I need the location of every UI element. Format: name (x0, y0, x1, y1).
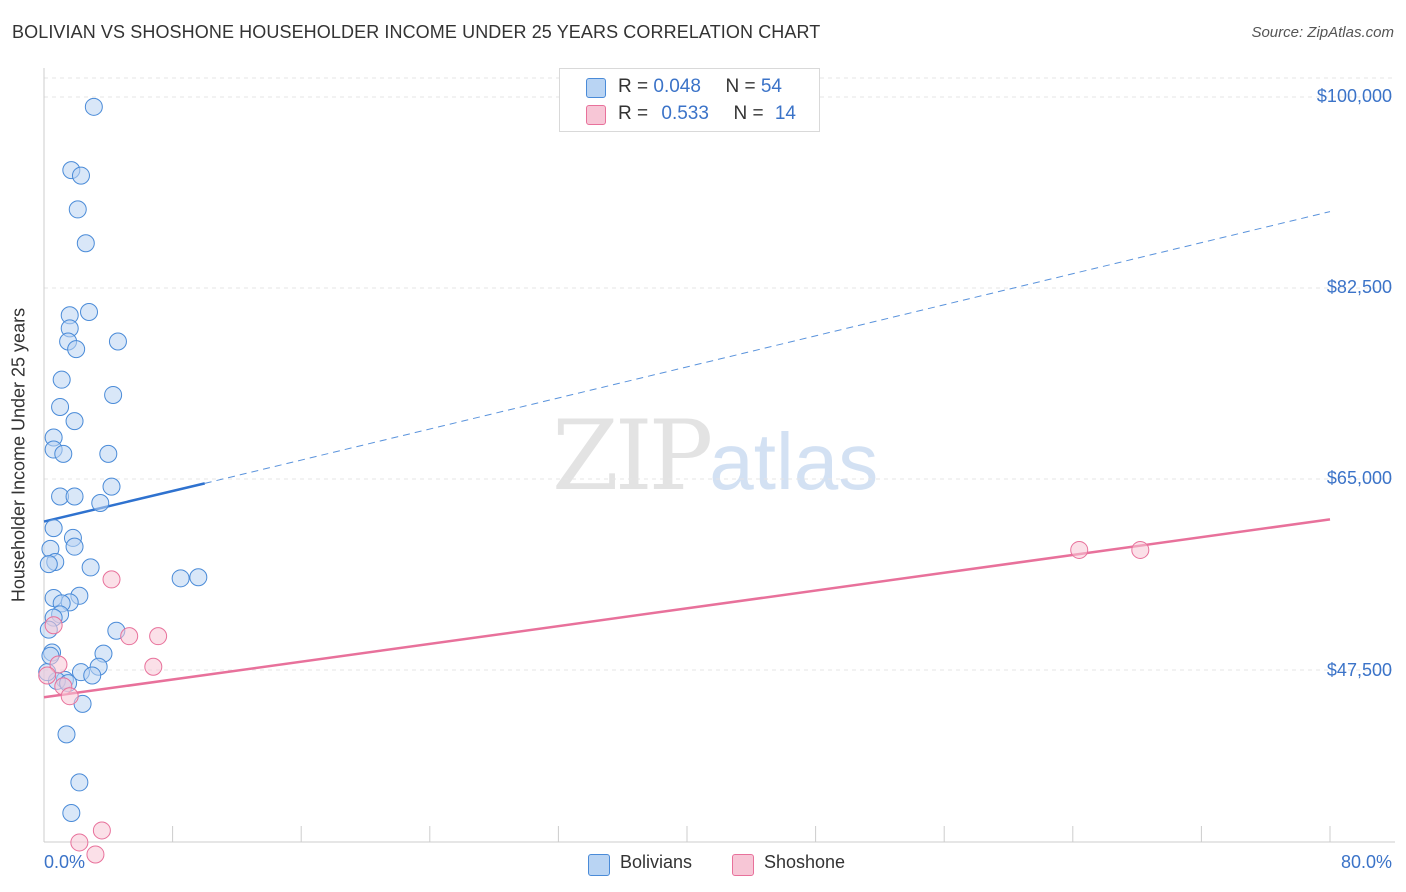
point-bolivians (54, 444, 73, 463)
point-bolivians (68, 200, 87, 219)
legend-n-value: 14 (774, 103, 796, 124)
legend-text-shoshone: R = 0.533 N = 14 (618, 103, 796, 125)
point-bolivians (62, 803, 81, 822)
point-shoshone (92, 821, 111, 840)
point-shoshone (120, 627, 139, 646)
bottom-legend-swatch-pink (732, 854, 754, 876)
point-shoshone (38, 666, 57, 685)
point-bolivians (104, 385, 123, 404)
point-bolivians (57, 725, 76, 744)
point-shoshone (70, 833, 89, 852)
x-tick-label-min: 0.0% (44, 852, 86, 872)
point-bolivians (70, 773, 89, 792)
legend-r-label: R = (618, 103, 654, 124)
legend-swatch-blue (586, 78, 606, 98)
legend-n-label: N = (725, 76, 761, 97)
legend-r-value: 0.048 (653, 76, 701, 97)
legend-text-bolivians: R = 0.048 N = 54 (618, 76, 782, 98)
point-bolivians (67, 340, 86, 359)
bottom-legend-swatch-blue (588, 854, 610, 876)
point-bolivians (76, 234, 95, 253)
point-bolivians (81, 558, 100, 577)
point-bolivians (51, 397, 70, 416)
point-shoshone (149, 627, 168, 646)
point-bolivians (84, 97, 103, 116)
y-axis-label: Householder Income Under 25 years (8, 307, 29, 603)
point-bolivians (80, 303, 99, 322)
point-bolivians (65, 487, 84, 506)
point-shoshone (1131, 540, 1150, 559)
point-bolivians (99, 444, 118, 463)
point-bolivians (171, 569, 190, 588)
point-shoshone (49, 655, 68, 674)
trend-line-bolivians (43, 482, 206, 523)
point-bolivians (65, 537, 84, 556)
correlation-legend: R = 0.048 N = 54 R = 0.533 N = 14 (559, 68, 820, 132)
point-shoshone (1070, 540, 1089, 559)
point-bolivians (83, 666, 102, 685)
trend-line-bolivians-extension (204, 211, 1331, 484)
watermark-zip: ZIP (552, 400, 713, 512)
bottom-legend-label-bolivians: Bolivians (620, 852, 693, 872)
chart-title: BOLIVIAN VS SHOSHONE HOUSEHOLDER INCOME … (12, 22, 821, 42)
point-bolivians (71, 166, 90, 185)
legend-swatch-pink (586, 105, 606, 125)
point-bolivians (102, 477, 121, 496)
bottom-legend-label-shoshone: Shoshone (764, 852, 846, 872)
point-bolivians (39, 555, 58, 574)
watermark: ZIPatlas (552, 400, 878, 512)
watermark-atlas: atlas (709, 417, 879, 506)
point-shoshone (44, 616, 63, 635)
y-tick-label-100000: $100,000 (1316, 86, 1392, 106)
y-tick-label-47500: $47,500 (1326, 660, 1392, 680)
point-bolivians (52, 370, 71, 389)
point-shoshone (102, 570, 121, 589)
legend-n-value: 54 (760, 76, 782, 97)
point-bolivians (189, 568, 208, 587)
x-tick-label-max: 80.0% (1340, 852, 1392, 872)
y-tick-label-65000: $65,000 (1326, 468, 1392, 488)
point-bolivians (108, 332, 127, 351)
point-shoshone (86, 845, 105, 864)
y-tick-label-82500: $82,500 (1326, 277, 1392, 297)
point-bolivians (91, 494, 110, 513)
legend-r-label: R = (618, 76, 654, 97)
point-shoshone (60, 687, 79, 706)
point-shoshone (144, 657, 163, 676)
legend-r-value: 0.533 (661, 103, 709, 124)
point-bolivians (44, 519, 63, 538)
trend-line-shoshone (43, 518, 1331, 699)
source-label: Source: ZipAtlas.com (1251, 24, 1394, 41)
point-bolivians (65, 412, 84, 431)
legend-n-label: N = (733, 103, 769, 124)
